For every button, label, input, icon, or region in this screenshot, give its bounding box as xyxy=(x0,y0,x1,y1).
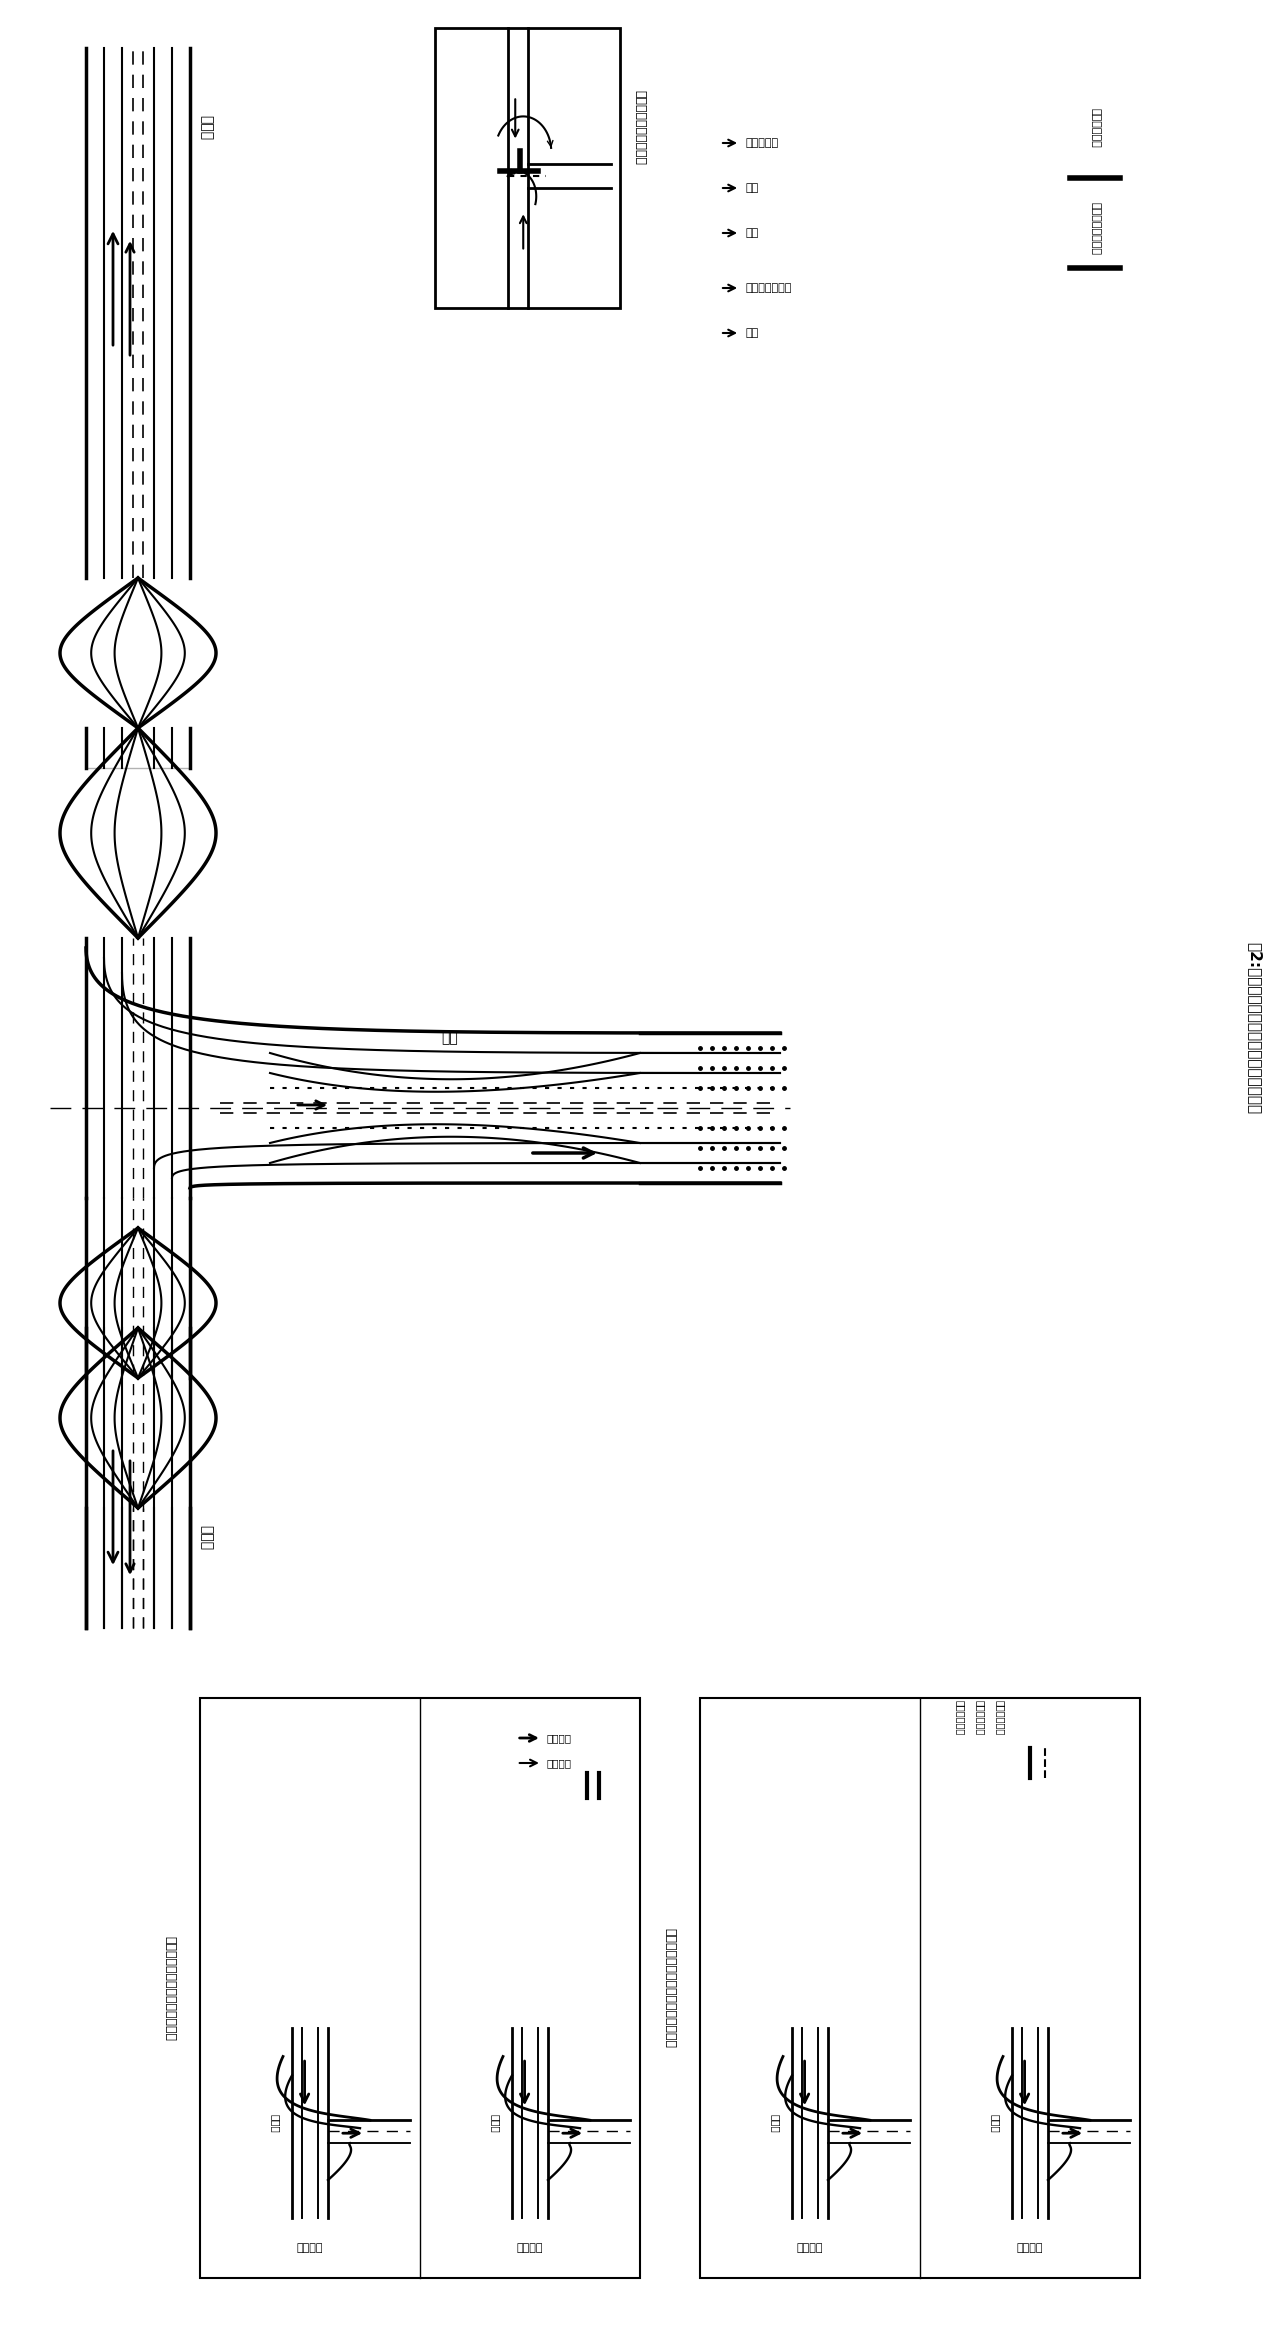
Text: 主干道: 主干道 xyxy=(990,2114,999,2132)
Text: 主干道: 主干道 xyxy=(199,1525,213,1550)
Text: 左转: 左转 xyxy=(745,328,758,338)
Text: 行人禁止通行: 行人禁止通行 xyxy=(955,1699,965,1737)
Text: 主路：右转: 主路：右转 xyxy=(745,137,778,149)
Text: 左转: 左转 xyxy=(745,228,758,237)
Text: 第一相位: 第一相位 xyxy=(796,2242,823,2254)
Text: 被交叉路：右转: 被交叉路：右转 xyxy=(745,284,791,293)
Bar xyxy=(700,1697,1140,2279)
Text: 被交叉路交通流向: 被交叉路交通流向 xyxy=(1090,203,1100,254)
Text: 主干道: 主干道 xyxy=(270,2114,280,2132)
Text: 行人允许通行: 行人允许通行 xyxy=(996,1699,1006,1737)
Text: 主干道: 主干道 xyxy=(199,116,213,140)
Text: 交叉口交通流向分析：: 交叉口交通流向分析： xyxy=(634,91,647,165)
Text: 主干道: 主干道 xyxy=(771,2114,780,2132)
Text: 主路交通流向: 主路交通流向 xyxy=(1090,107,1100,149)
Text: 图2:双换道丁字交叉口交通组织与相位图: 图2:双换道丁字交叉口交通组织与相位图 xyxy=(1247,943,1263,1115)
Text: 丁字路口交叉路发展方案人行相位图: 丁字路口交叉路发展方案人行相位图 xyxy=(663,1928,676,2049)
Text: 第一相位: 第一相位 xyxy=(547,1732,571,1744)
Text: 主路: 主路 xyxy=(442,1031,459,1045)
Text: 主干道: 主干道 xyxy=(489,2114,500,2132)
Bar xyxy=(435,28,620,307)
Text: 第二相位: 第二相位 xyxy=(1017,2242,1043,2254)
Text: 直行: 直行 xyxy=(745,184,758,193)
Text: 第二相位: 第二相位 xyxy=(547,1758,571,1767)
Text: 丁字路口交叉路发展方案相位图: 丁字路口交叉路发展方案相位图 xyxy=(164,1935,176,2042)
Text: 第二相位: 第二相位 xyxy=(516,2242,543,2254)
Text: 行人优先通行: 行人优先通行 xyxy=(975,1699,985,1737)
Text: 第一相位: 第一相位 xyxy=(296,2242,323,2254)
Bar xyxy=(199,1697,640,2279)
